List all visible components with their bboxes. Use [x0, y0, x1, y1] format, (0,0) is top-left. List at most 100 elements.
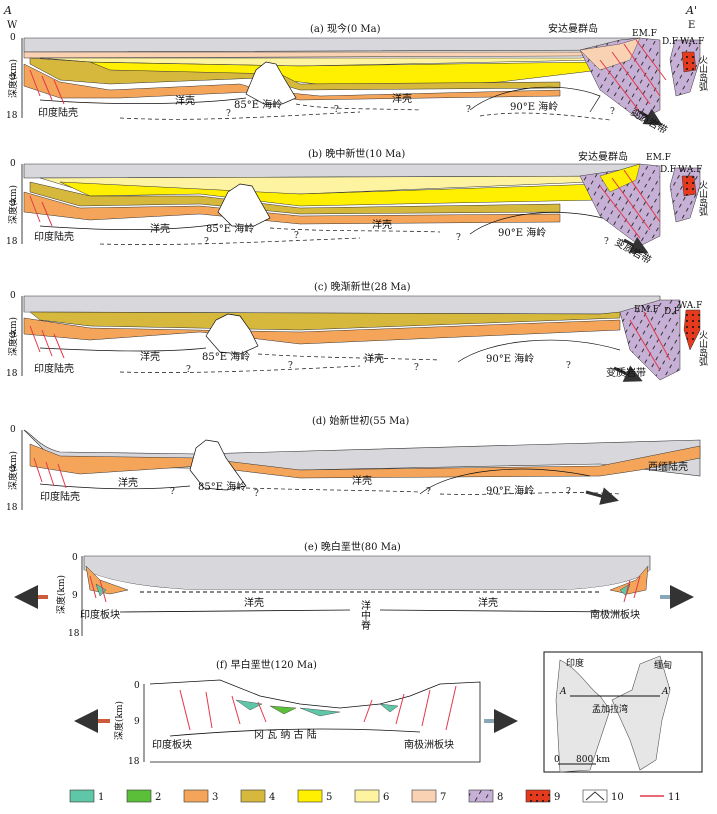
panel-c: (c) 晚渐新世(28 Ma) 0 9 18 深度(km) 印度陆壳 洋壳 85…	[6, 280, 708, 382]
panel-c-title: (c) 晚渐新世(28 Ma)	[314, 280, 411, 293]
inset-scale-zero: 0	[554, 755, 560, 765]
panel-a-title: (a) 现今(0 Ma)	[310, 22, 381, 35]
panel-e-crust-right: 洋壳	[478, 596, 498, 609]
panel-b-q1: ?	[204, 237, 209, 247]
panel-b-tick-9: 9	[10, 199, 16, 209]
panel-b-q3: ?	[456, 233, 461, 243]
panel-a-crust-left: 洋壳	[175, 94, 195, 107]
panel-b-volc: 火山岛弧	[697, 180, 708, 217]
panel-d-axis-label: 深度(km)	[7, 451, 19, 490]
panel-e-antarctic: 南极洲板块	[590, 608, 640, 621]
panel-d-q2: ?	[254, 489, 259, 499]
endpoint-a-prime: A'	[685, 4, 697, 17]
legend-label-1: 1	[98, 792, 104, 803]
panel-c-q2: ?	[288, 361, 293, 371]
inset-a-prime: A'	[661, 687, 671, 697]
panel-e: (e) 晚白垩世(80 Ma) 0 9 18 深度(km) 印度板块 洋壳 洋中…	[14, 540, 694, 639]
panel-c-ridge85: 85°E 海岭	[202, 350, 250, 363]
panel-b-tick-18: 18	[6, 237, 18, 247]
legend-label-9: 9	[554, 792, 560, 803]
panel-e-tick-0: 0	[72, 553, 78, 563]
panel-b-waf: WA.F	[678, 165, 702, 175]
panel-d-title: (d) 始新世初(55 Ma)	[312, 414, 409, 427]
legend-label-11: 11	[668, 792, 681, 803]
panel-b-emf: EM.F	[646, 153, 671, 163]
legend-label-2: 2	[155, 792, 161, 803]
panel-f-antarctic: 南极洲板块	[404, 738, 454, 751]
inset-bay: 孟加拉湾	[592, 703, 628, 715]
panel-a-tick-18: 18	[6, 111, 18, 121]
endpoint-e: E	[688, 20, 695, 31]
panel-a-ridge85: 85°E 海岭	[234, 98, 282, 111]
panel-f: (f) 早白垩世(120 Ma) 0 9 18 深度(km) 印度板块 冈 瓦 …	[74, 658, 518, 767]
panel-e-tick-18: 18	[68, 629, 80, 639]
panel-a-q2: ?	[334, 105, 339, 115]
inset-map: 印度 缅甸 孟加拉湾 A A' 0 800 km	[543, 651, 703, 773]
panel-c-crust-mid: 洋壳	[364, 352, 384, 365]
panel-d-ridge90: 90°E 海岭	[486, 484, 534, 497]
legend-label-3: 3	[212, 792, 218, 803]
panel-a-volc: 火山岛弧	[697, 55, 708, 92]
inset-burma: 缅甸	[654, 659, 672, 671]
panel-a-continent: 印度陆壳	[38, 106, 78, 119]
legend-label-4: 4	[269, 792, 275, 803]
panel-e-mor: 洋中脊	[359, 599, 371, 631]
panel-a-emf: EM.F	[632, 29, 657, 39]
legend-swatch-7	[411, 789, 437, 803]
panel-d-q4: ?	[566, 487, 571, 497]
panel-a: (a) 现今(0 Ma) 0 9 18 深度(km)	[6, 22, 708, 137]
panel-c-meta: 变质岩带	[606, 366, 646, 379]
inset-scale: 800 km	[576, 755, 610, 765]
panel-f-tick-18: 18	[128, 757, 140, 767]
panel-d-continent: 印度陆壳	[40, 490, 80, 503]
panel-b-andaman: 安达曼群岛	[578, 150, 628, 163]
legend-swatch-9	[525, 789, 551, 803]
panel-c-axis-label: 深度(km)	[7, 317, 19, 356]
legend-label-7: 7	[440, 792, 446, 803]
panel-b-q4: ?	[604, 237, 609, 247]
panel-d-tick-0: 0	[10, 425, 16, 435]
panel-f-tick-9: 9	[134, 717, 140, 727]
panel-d-q3: ?	[426, 487, 431, 497]
legend-swatch-6	[354, 789, 380, 803]
panel-c-ridge90: 90°E 海岭	[486, 352, 534, 365]
legend-swatch-1	[69, 789, 95, 803]
panel-d: (d) 始新世初(55 Ma) 0 9 18 深度(km) 印度陆壳 洋壳 85…	[6, 414, 701, 513]
panel-a-ridge90: 90°E 海岭	[510, 100, 558, 113]
panel-e-crust-left: 洋壳	[244, 596, 264, 609]
legend: 1 2 3 4 5 6 7 8 9 10 11	[69, 789, 681, 803]
legend-swatch-10	[582, 789, 608, 803]
panel-a-tick-0: 0	[10, 33, 16, 43]
panel-b-title: (b) 晚中新世(10 Ma)	[308, 147, 405, 160]
panel-c-q3: ?	[414, 363, 419, 373]
panel-d-tick-18: 18	[6, 503, 18, 513]
panel-b: (b) 晚中新世(10 Ma) 0 9 18 深度(km) 印度陆壳 洋壳 85…	[6, 147, 708, 267]
legend-swatch-3	[183, 789, 209, 803]
panel-b-continent: 印度陆壳	[34, 230, 74, 243]
panel-b-ridge90: 90°E 海岭	[498, 226, 546, 239]
panel-b-crust-left: 洋壳	[150, 222, 170, 235]
panel-d-q1: ?	[170, 487, 175, 497]
panel-c-df: D.F	[664, 307, 680, 317]
panel-b-tick-0: 0	[10, 159, 16, 169]
panel-f-india-plate: 印度板块	[152, 738, 192, 751]
panel-c-crust-left: 洋壳	[140, 350, 160, 363]
panel-b-ridge85: 85°E 海岭	[206, 222, 254, 235]
panel-a-axis-label: 深度(km)	[7, 59, 19, 98]
panel-a-df: D.F	[662, 37, 678, 47]
panel-d-crust-mid: 洋壳	[352, 474, 372, 487]
panel-d-ridge85: 85°E 海岭	[198, 480, 246, 493]
panel-f-axis-label: 深度(km)	[113, 701, 125, 740]
panel-c-waf: WA.F	[678, 301, 702, 311]
panel-c-tick-0: 0	[10, 291, 16, 301]
panel-c-q1: ?	[186, 365, 191, 375]
panel-c-continent: 印度陆壳	[34, 362, 74, 375]
endpoint-a: A	[3, 4, 12, 17]
panel-e-india-plate: 印度板块	[80, 608, 120, 621]
legend-swatch-8	[468, 789, 494, 803]
panel-a-waf: WA.F	[680, 37, 704, 47]
panel-c-q4: ?	[566, 361, 571, 371]
panel-c-tick-9: 9	[10, 331, 16, 341]
panel-f-tick-0: 0	[134, 681, 140, 691]
